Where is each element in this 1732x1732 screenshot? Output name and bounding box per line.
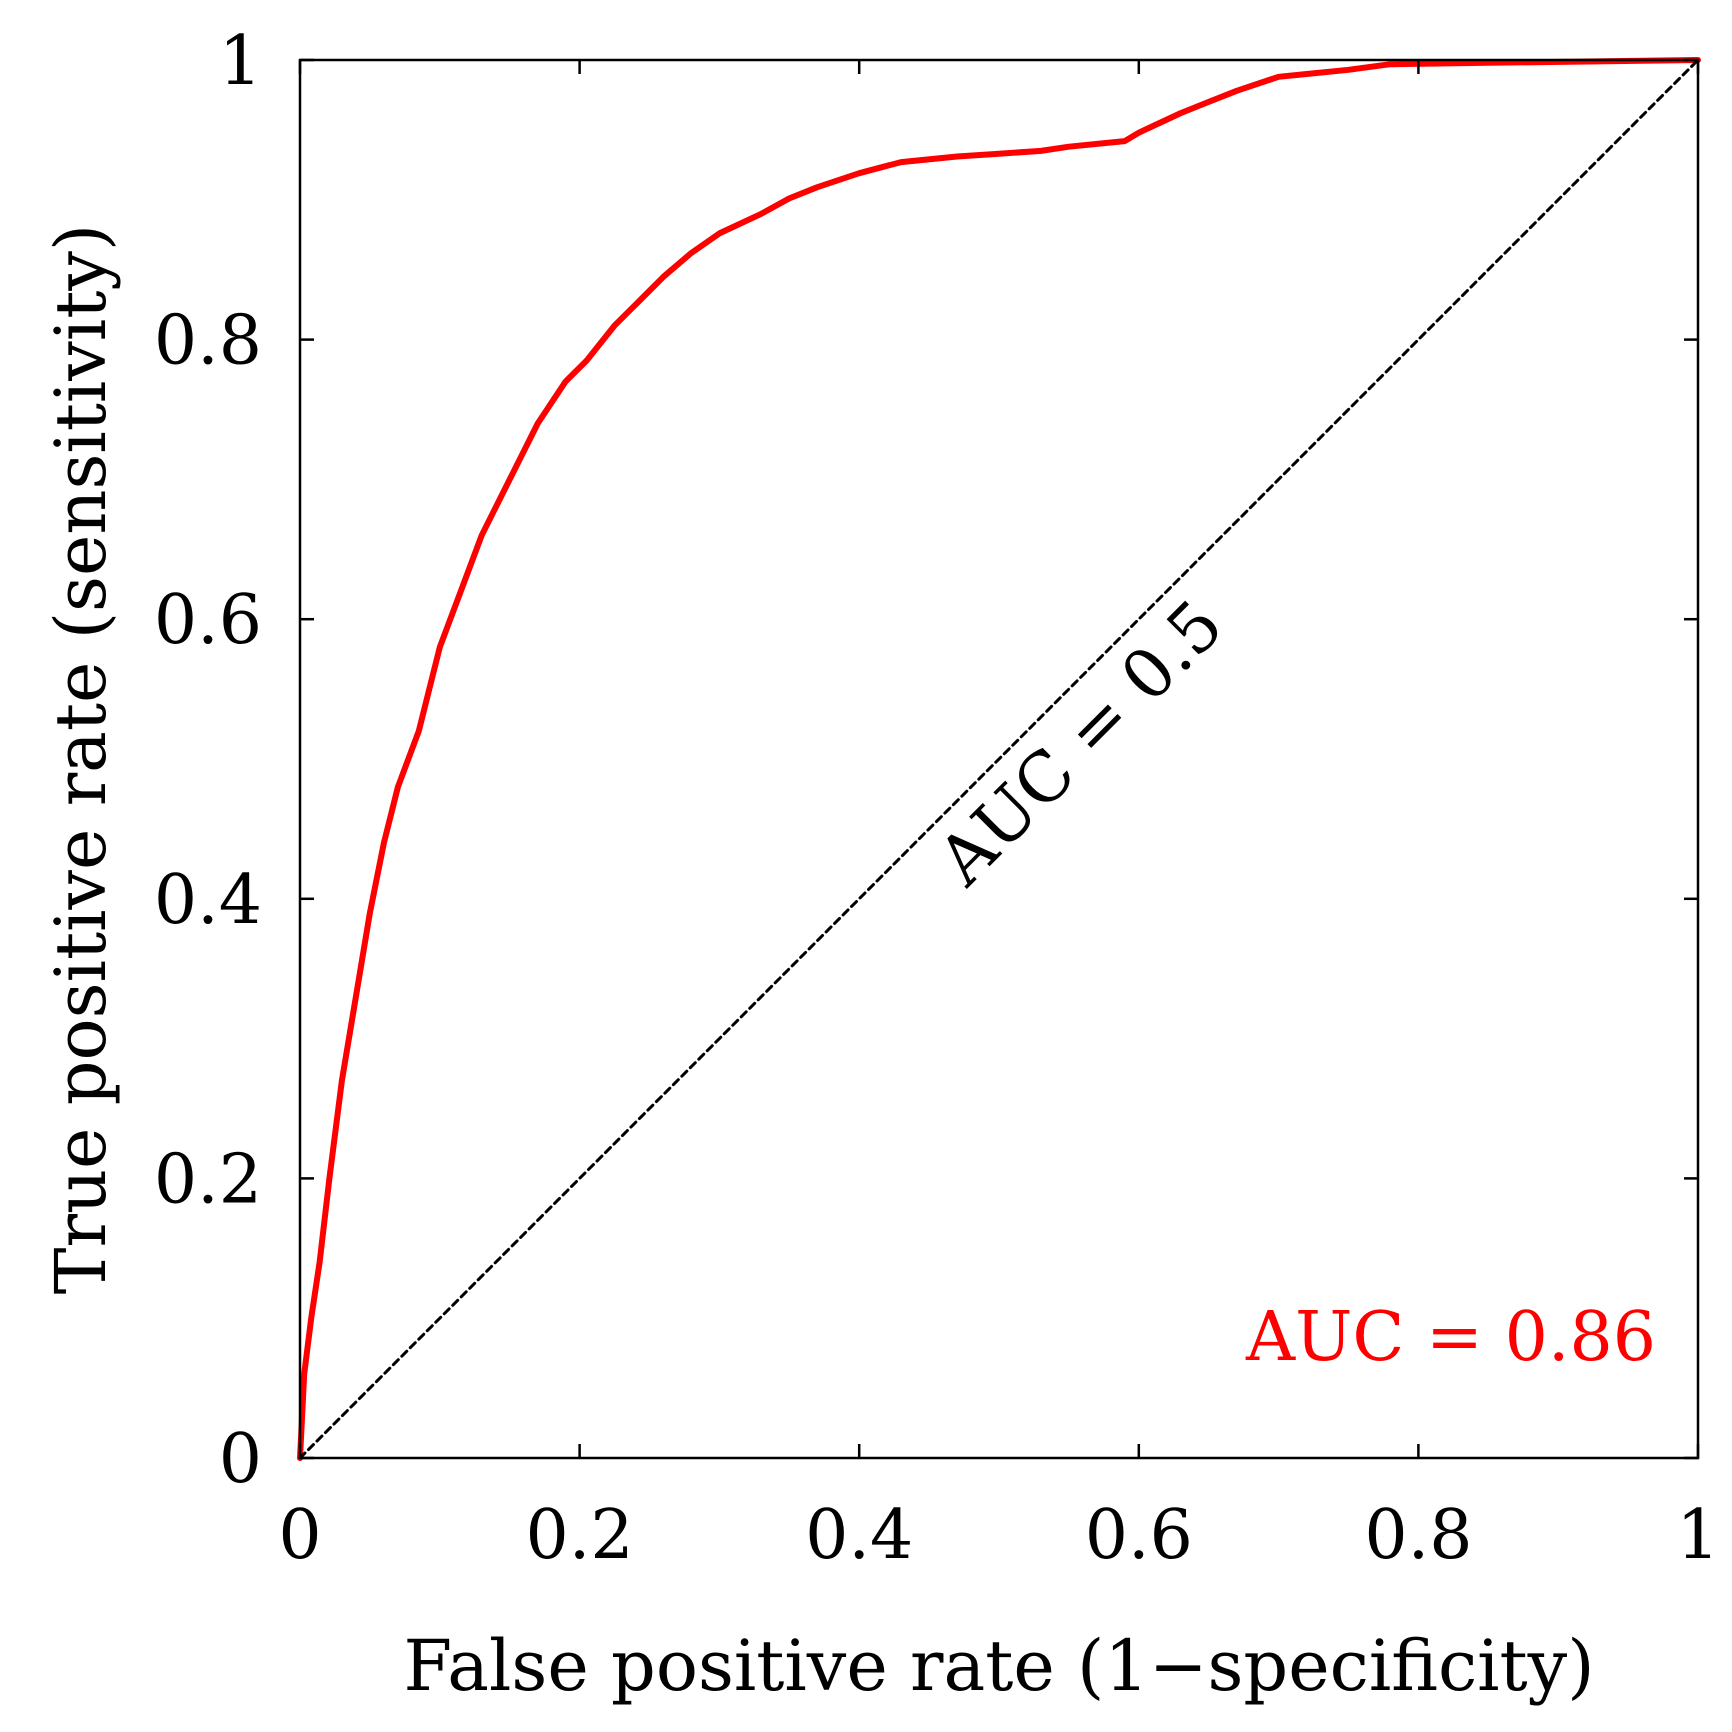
y-tick-label: 0.2	[154, 1140, 262, 1219]
plot-frame	[298, 58, 1700, 1460]
x-tick-label: 0.2	[526, 1496, 634, 1575]
x-axis-label: False positive rate (1−specificity)	[403, 1625, 1594, 1707]
y-tick-label: 0.8	[154, 302, 262, 381]
annotation-layer: AUC = 0.5 AUC = 0.86	[923, 585, 1656, 1377]
roc-curve-line	[297, 57, 1701, 1461]
y-tick-label: 1	[219, 22, 262, 101]
x-tick-label: 0.8	[1364, 1496, 1472, 1575]
chance-auc-annotation: AUC = 0.5	[923, 585, 1239, 901]
y-tick-label: 0.6	[154, 581, 262, 660]
x-tick-label: 0	[278, 1496, 321, 1575]
x-tick-label: 0.6	[1085, 1496, 1193, 1575]
x-tick-label: 1	[1676, 1496, 1719, 1575]
y-tick-label: 0	[219, 1420, 262, 1499]
y-axis-label: True positive rate (sensitivity)	[40, 224, 122, 1294]
chance-diagonal-line	[298, 58, 1700, 1460]
roc-auc-annotation: AUC = 0.86	[1245, 1298, 1656, 1377]
series-layer	[297, 57, 1701, 1461]
x-tick-label: 0.4	[805, 1496, 913, 1575]
y-tick-label: 0.4	[154, 861, 262, 940]
axes-layer: 0 0.2 0.4 0.6 0.8 1 0 0.2 0.4 0.6 0.8 1 False positi…	[40, 22, 1720, 1707]
